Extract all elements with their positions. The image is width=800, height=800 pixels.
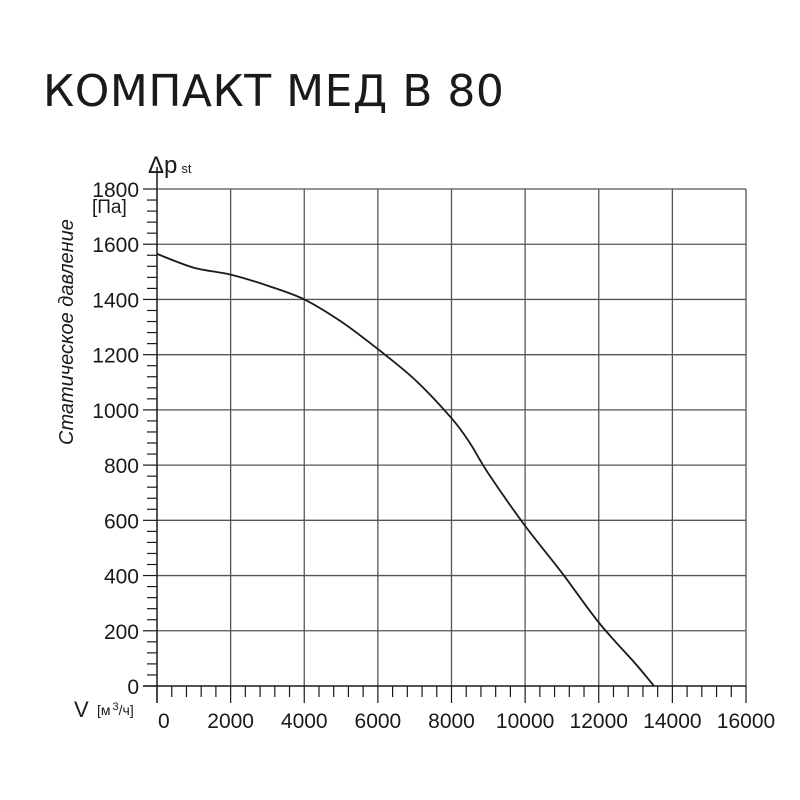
x-tick-label: 6000 (355, 710, 402, 733)
x-tick-label: 12000 (570, 710, 628, 733)
pressure-curve (156, 253, 655, 687)
y-tick-label: 1200 (92, 345, 139, 368)
y-tick-label: 600 (104, 510, 139, 533)
y-tick-label: 400 (104, 566, 139, 589)
x-tick-label: 16000 (717, 710, 775, 733)
x-tick-labels: 0 2000 4000 6000 8000 10000 12000 14000 16000 (158, 710, 775, 733)
x-axis-unit: [м 3/ч] (97, 701, 134, 718)
chart-title: КОМПАКТ МЕД В 80 (43, 66, 505, 117)
y-tick-label: 200 (104, 621, 139, 644)
x-tick-label: 0 (158, 710, 170, 733)
y-tick-label: 0 (127, 676, 139, 699)
grid-lines (157, 188, 747, 686)
y-tick-label: 1000 (92, 400, 139, 423)
y-tick-label: 800 (104, 455, 139, 478)
x-tick-label: 10000 (496, 710, 554, 733)
y-tick-labels: 0 200 400 600 800 1000 1200 1400 1600 1800 (92, 179, 139, 699)
x-tick-label: 4000 (281, 710, 328, 733)
y-axis-unit: [Па] (92, 197, 127, 218)
y-tick-label: 1600 (92, 234, 139, 257)
axes (143, 167, 746, 703)
y-axis-label: Статическое давление (56, 219, 78, 445)
x-tick-label: 14000 (643, 710, 701, 733)
minor-ticks (143, 188, 747, 703)
y-axis-symbol: Δp st (148, 152, 192, 179)
x-tick-label: 8000 (428, 710, 475, 733)
y-tick-label: 1400 (92, 289, 139, 312)
y-tick-label: 1800 (92, 179, 139, 202)
x-axis-symbol: V (74, 697, 89, 722)
x-tick-label: 2000 (207, 710, 254, 733)
